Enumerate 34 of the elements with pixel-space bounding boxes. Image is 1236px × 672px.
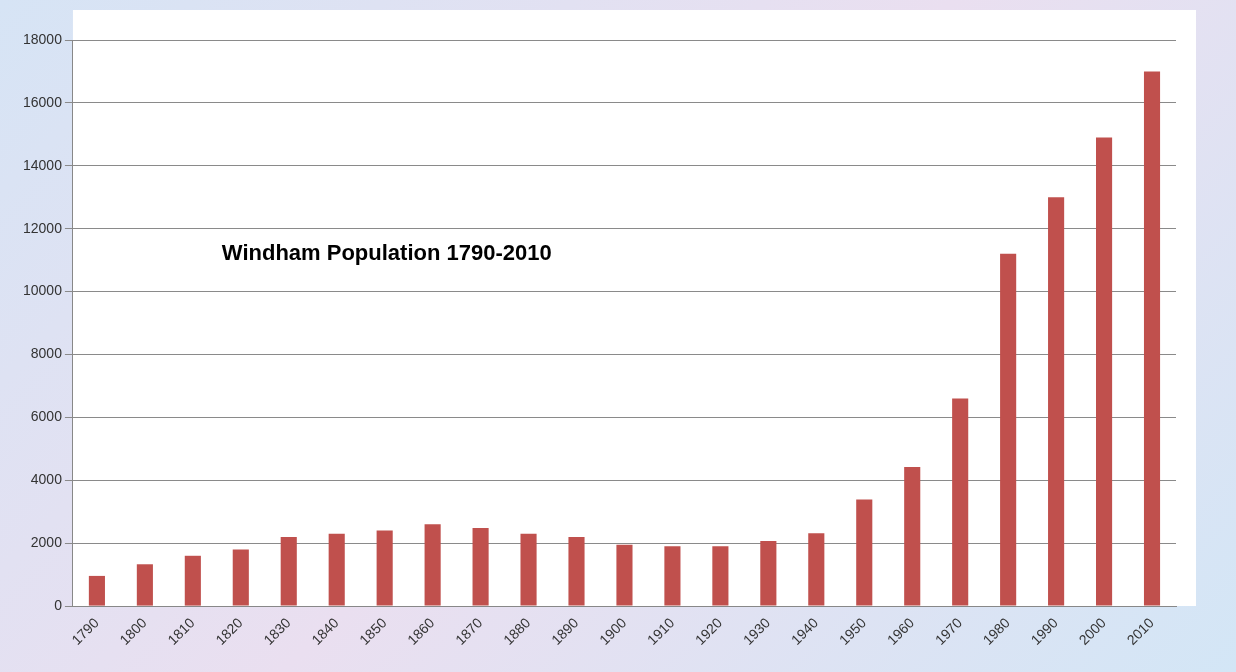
bar <box>616 544 633 606</box>
y-tick-label: 18000 <box>22 30 63 47</box>
bar <box>472 528 489 606</box>
bar <box>1000 253 1017 606</box>
y-tick-label: 10000 <box>22 282 63 299</box>
bar <box>520 533 537 606</box>
y-tick-label: 16000 <box>22 93 63 110</box>
text: Windham Population 1790-2010 <box>221 239 552 265</box>
bar <box>328 533 345 606</box>
y-tick-label: 14000 <box>22 156 63 173</box>
bar <box>664 546 681 606</box>
bar <box>232 549 249 606</box>
bar <box>376 530 393 606</box>
bar <box>136 564 153 606</box>
y-tick-label: 2000 <box>30 534 63 551</box>
bar <box>88 575 105 606</box>
y-tick-label: 6000 <box>30 408 63 425</box>
bar <box>760 541 777 606</box>
bar <box>712 546 729 606</box>
y-tick-label: 4000 <box>30 471 63 488</box>
y-tick-label: 8000 <box>30 345 63 362</box>
bar <box>1048 197 1065 606</box>
bar <box>1143 71 1161 606</box>
bar <box>904 467 921 606</box>
y-tick-label: 12000 <box>22 219 63 236</box>
bar <box>568 536 585 606</box>
y-tick-label: 0 <box>54 596 63 613</box>
bar <box>1096 137 1113 606</box>
bar <box>856 499 873 606</box>
bar <box>424 524 441 606</box>
bar <box>280 536 297 606</box>
bar <box>808 533 825 606</box>
bar <box>184 555 201 606</box>
bar <box>952 398 969 606</box>
